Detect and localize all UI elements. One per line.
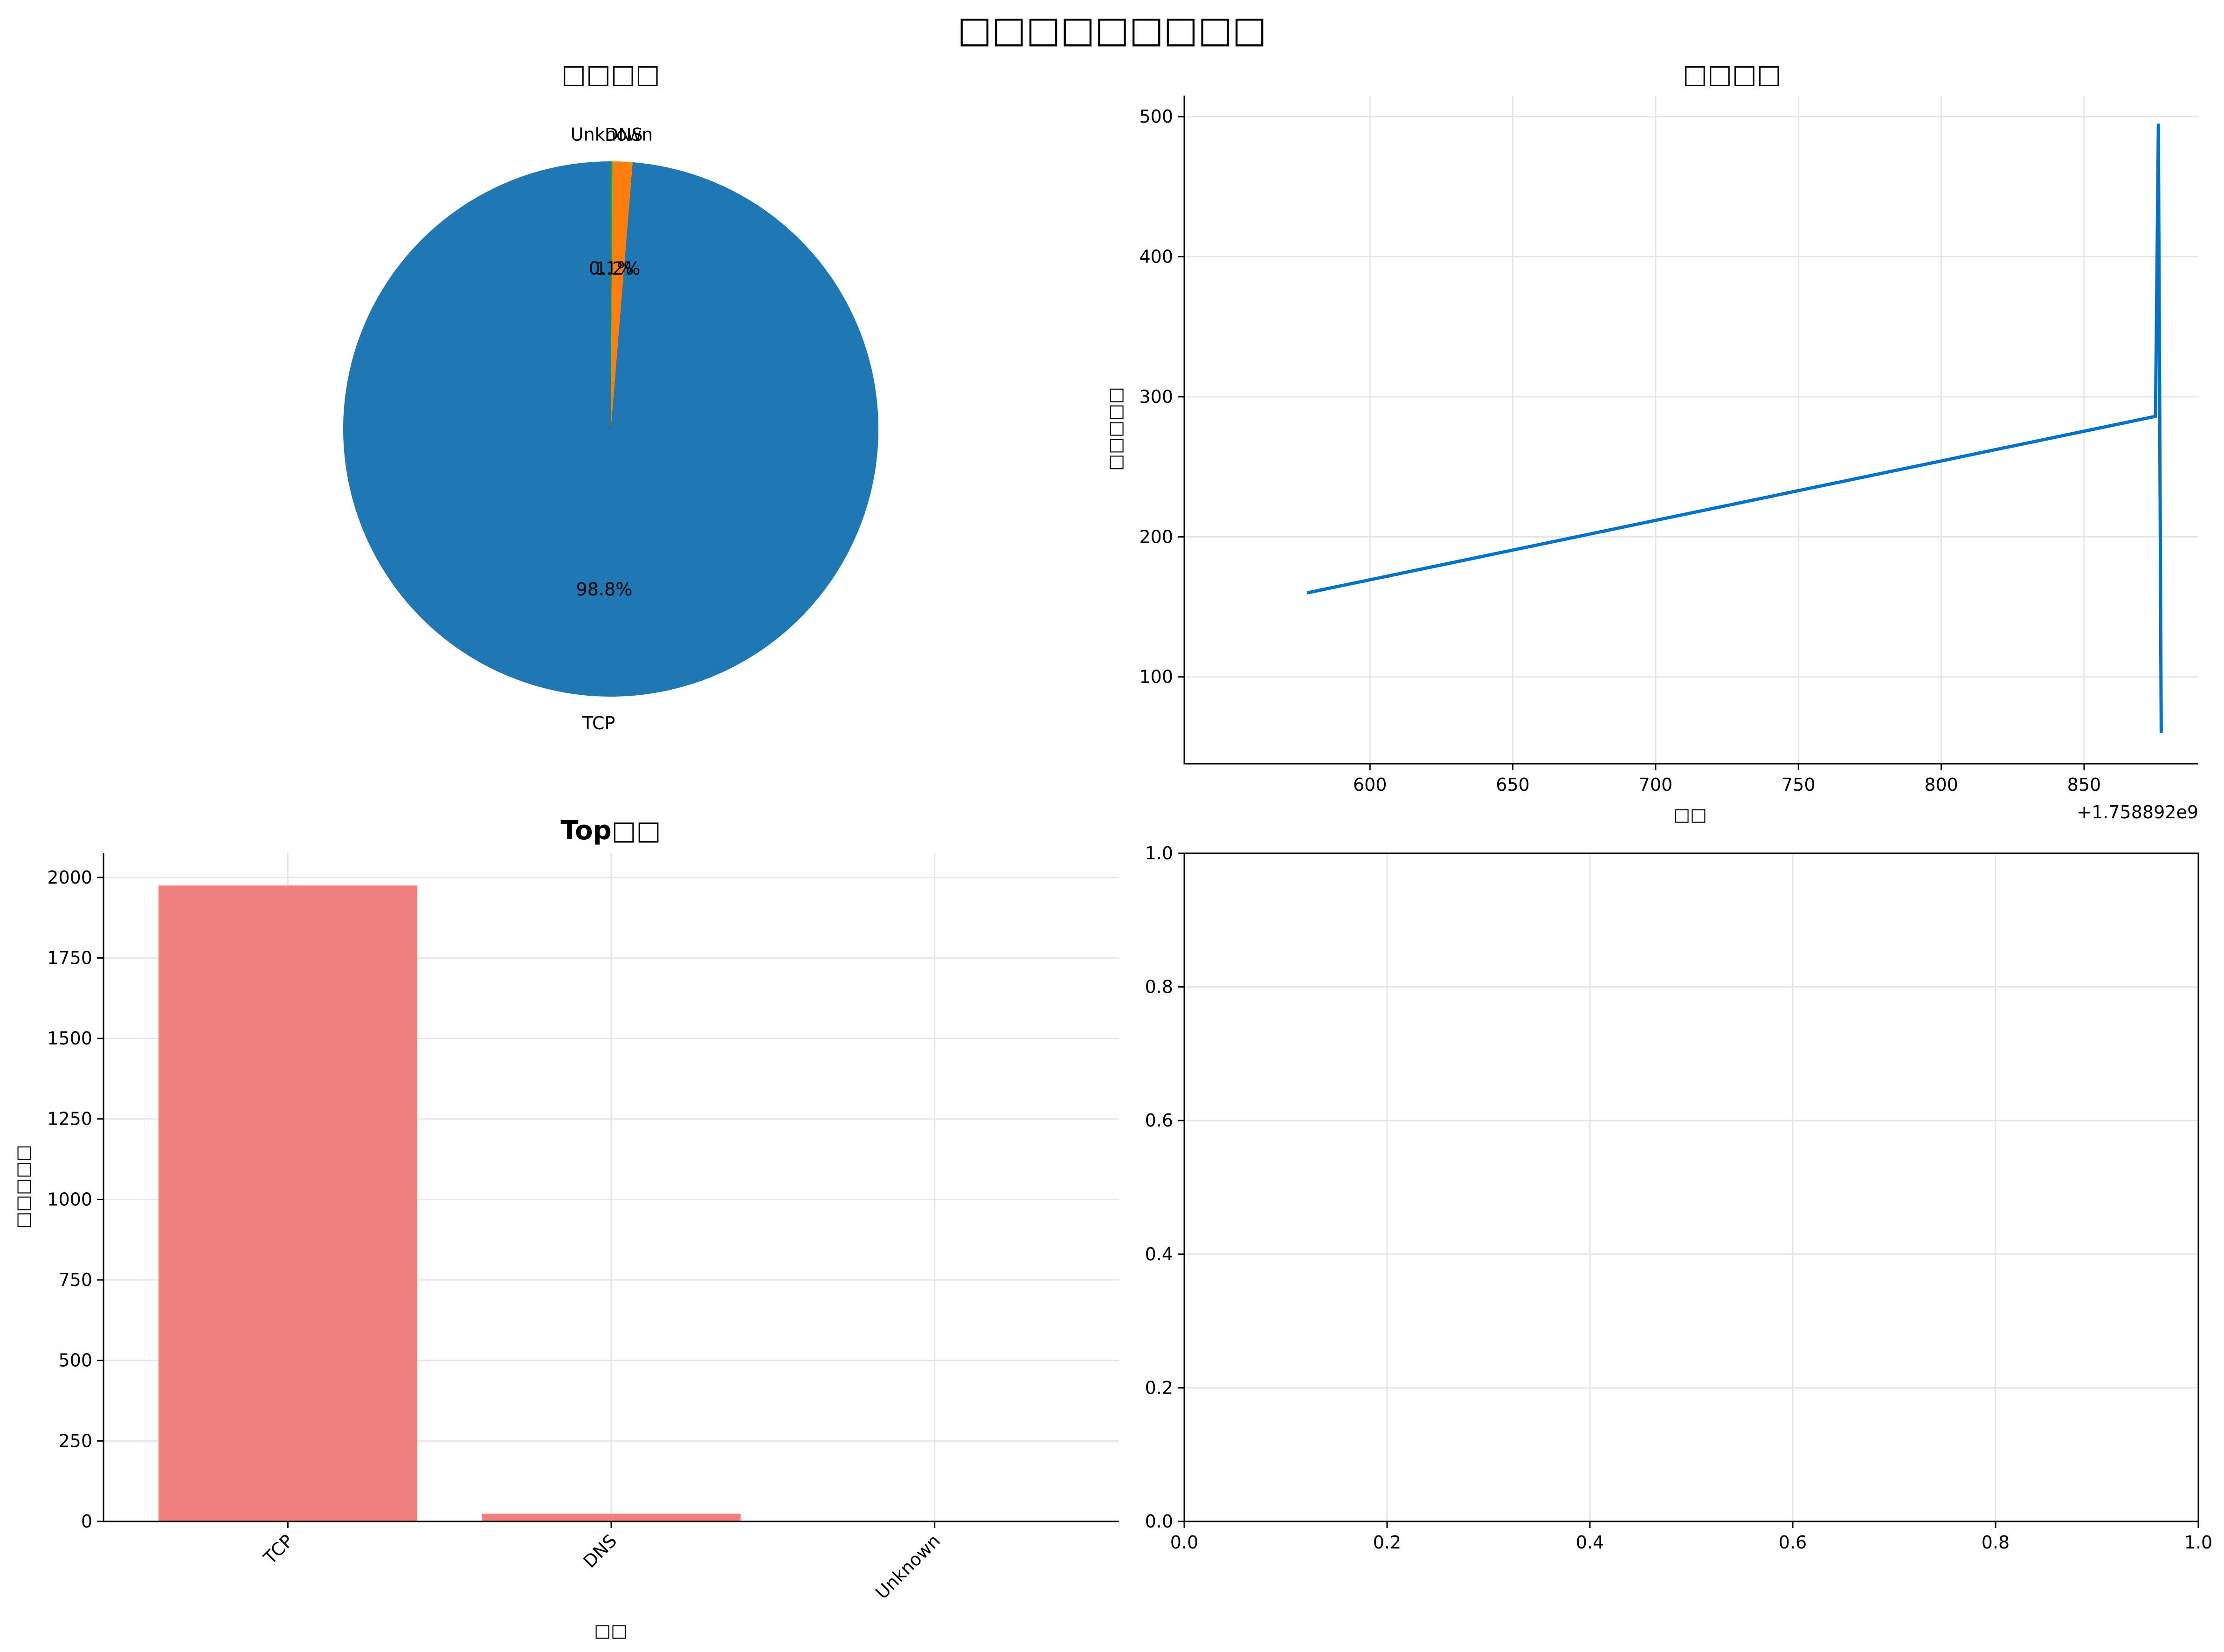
- line-x-tick-label: 750: [1782, 774, 1816, 795]
- empty-x-tick-label: 0.6: [1779, 1532, 1807, 1553]
- bar-y-tick-label: 1750: [47, 947, 92, 968]
- line-y-tick-label: 100: [1139, 667, 1173, 687]
- bar-y-tick-label: 500: [58, 1350, 92, 1371]
- pie-slice-label: DNS: [605, 124, 643, 145]
- line-x-tick-label: 650: [1496, 774, 1530, 795]
- bar-y-tick-label: 2000: [47, 867, 92, 888]
- empty-x-tick-label: 0.2: [1373, 1532, 1401, 1553]
- line-y-tick-label: 500: [1139, 106, 1173, 127]
- empty-chart-frame: [1183, 852, 2199, 1522]
- empty-y-tick-label: 0.4: [1145, 1244, 1173, 1265]
- bar-x-tick-label: TCP: [259, 1530, 297, 1569]
- line-y-tick-label: 200: [1139, 526, 1173, 547]
- line-series: [1306, 123, 2163, 733]
- bar: [158, 885, 417, 1521]
- line-chart-axes: [1183, 96, 2198, 765]
- empty-y-tick-label: 0.2: [1145, 1377, 1173, 1398]
- bar-chart-xlabel: □□: [594, 1620, 628, 1641]
- empty-y-tick-label: 0.8: [1145, 977, 1173, 997]
- empty-x-tick-label: 0.0: [1170, 1532, 1198, 1553]
- line-x-tick-label: 700: [1639, 774, 1673, 795]
- line-chart-x-offset: +1.758892e9: [2077, 802, 2198, 823]
- line-x-tick-label: 850: [2067, 774, 2101, 795]
- line-chart-ylabel: □□□□□: [1105, 387, 1126, 471]
- pie-slice-label: TCP: [582, 713, 615, 733]
- bar-y-tick-label: 750: [58, 1270, 92, 1290]
- figure-suptitle: □□□□□□□□□: [957, 9, 1266, 51]
- traffic-line-chart: □□□□ 600 650 700 750 800 850 100 200 300 400 500 □…: [1105, 59, 2198, 825]
- bar-chart-axes: [103, 853, 1119, 1522]
- empty-chart: 0.0 0.2 0.4 0.6 0.8 1.0 0.0 0.2 0.4 0.6 0.8 1.0: [1145, 843, 2213, 1553]
- bar: [482, 1514, 741, 1521]
- line-y-tick-label: 400: [1139, 246, 1173, 267]
- bar-chart-ylabel: □□□□□: [13, 1145, 33, 1229]
- bar-chart-title: Top□□: [560, 816, 661, 846]
- empty-x-tick-label: 0.8: [1982, 1532, 2010, 1553]
- line-chart-xlabel: □□: [1673, 804, 1707, 825]
- pie-slice-percent: 98.8%: [576, 579, 633, 600]
- line-chart-title: □□□□: [1683, 59, 1782, 90]
- empty-y-tick-label: 0.6: [1145, 1110, 1173, 1131]
- bar-y-tick-label: 250: [58, 1431, 92, 1451]
- bar-x-tick-label: DNS: [579, 1530, 621, 1572]
- bar-y-tick-label: 1250: [47, 1109, 92, 1129]
- pie-slice-percent: 1.2%: [595, 258, 641, 279]
- bar-y-tick-label: 1000: [47, 1189, 92, 1210]
- bar-x-tick-label: Unknown: [871, 1530, 944, 1603]
- empty-x-tick-label: 0.4: [1576, 1532, 1604, 1553]
- pie-chart-title: □□□□: [561, 59, 660, 90]
- top-bar-chart: Top□□ 0 250 500 750 1000 1250 1500 1750 2000 TCP D…: [13, 816, 1119, 1641]
- line-x-tick-label: 800: [1924, 774, 1958, 795]
- empty-y-tick-label: 0.0: [1145, 1511, 1173, 1532]
- pie-slice: [611, 161, 633, 429]
- line-x-tick-label: 600: [1353, 774, 1387, 795]
- pie-slice-percent: 0.1%: [589, 258, 634, 279]
- bar-y-tick-label: 0: [81, 1511, 92, 1532]
- protocol-pie-chart: □□□□ TCP 98.8% DNS 1.2% Unknown 0.1%: [343, 59, 878, 733]
- pie-slice: [611, 161, 613, 429]
- empty-y-tick-label: 1.0: [1145, 843, 1173, 864]
- line-y-tick-label: 300: [1139, 387, 1173, 407]
- pie-slice: [343, 161, 878, 697]
- empty-x-tick-label: 1.0: [2184, 1532, 2212, 1553]
- bar-y-tick-label: 1500: [47, 1028, 92, 1049]
- pie-slice-label: Unknown: [571, 124, 653, 145]
